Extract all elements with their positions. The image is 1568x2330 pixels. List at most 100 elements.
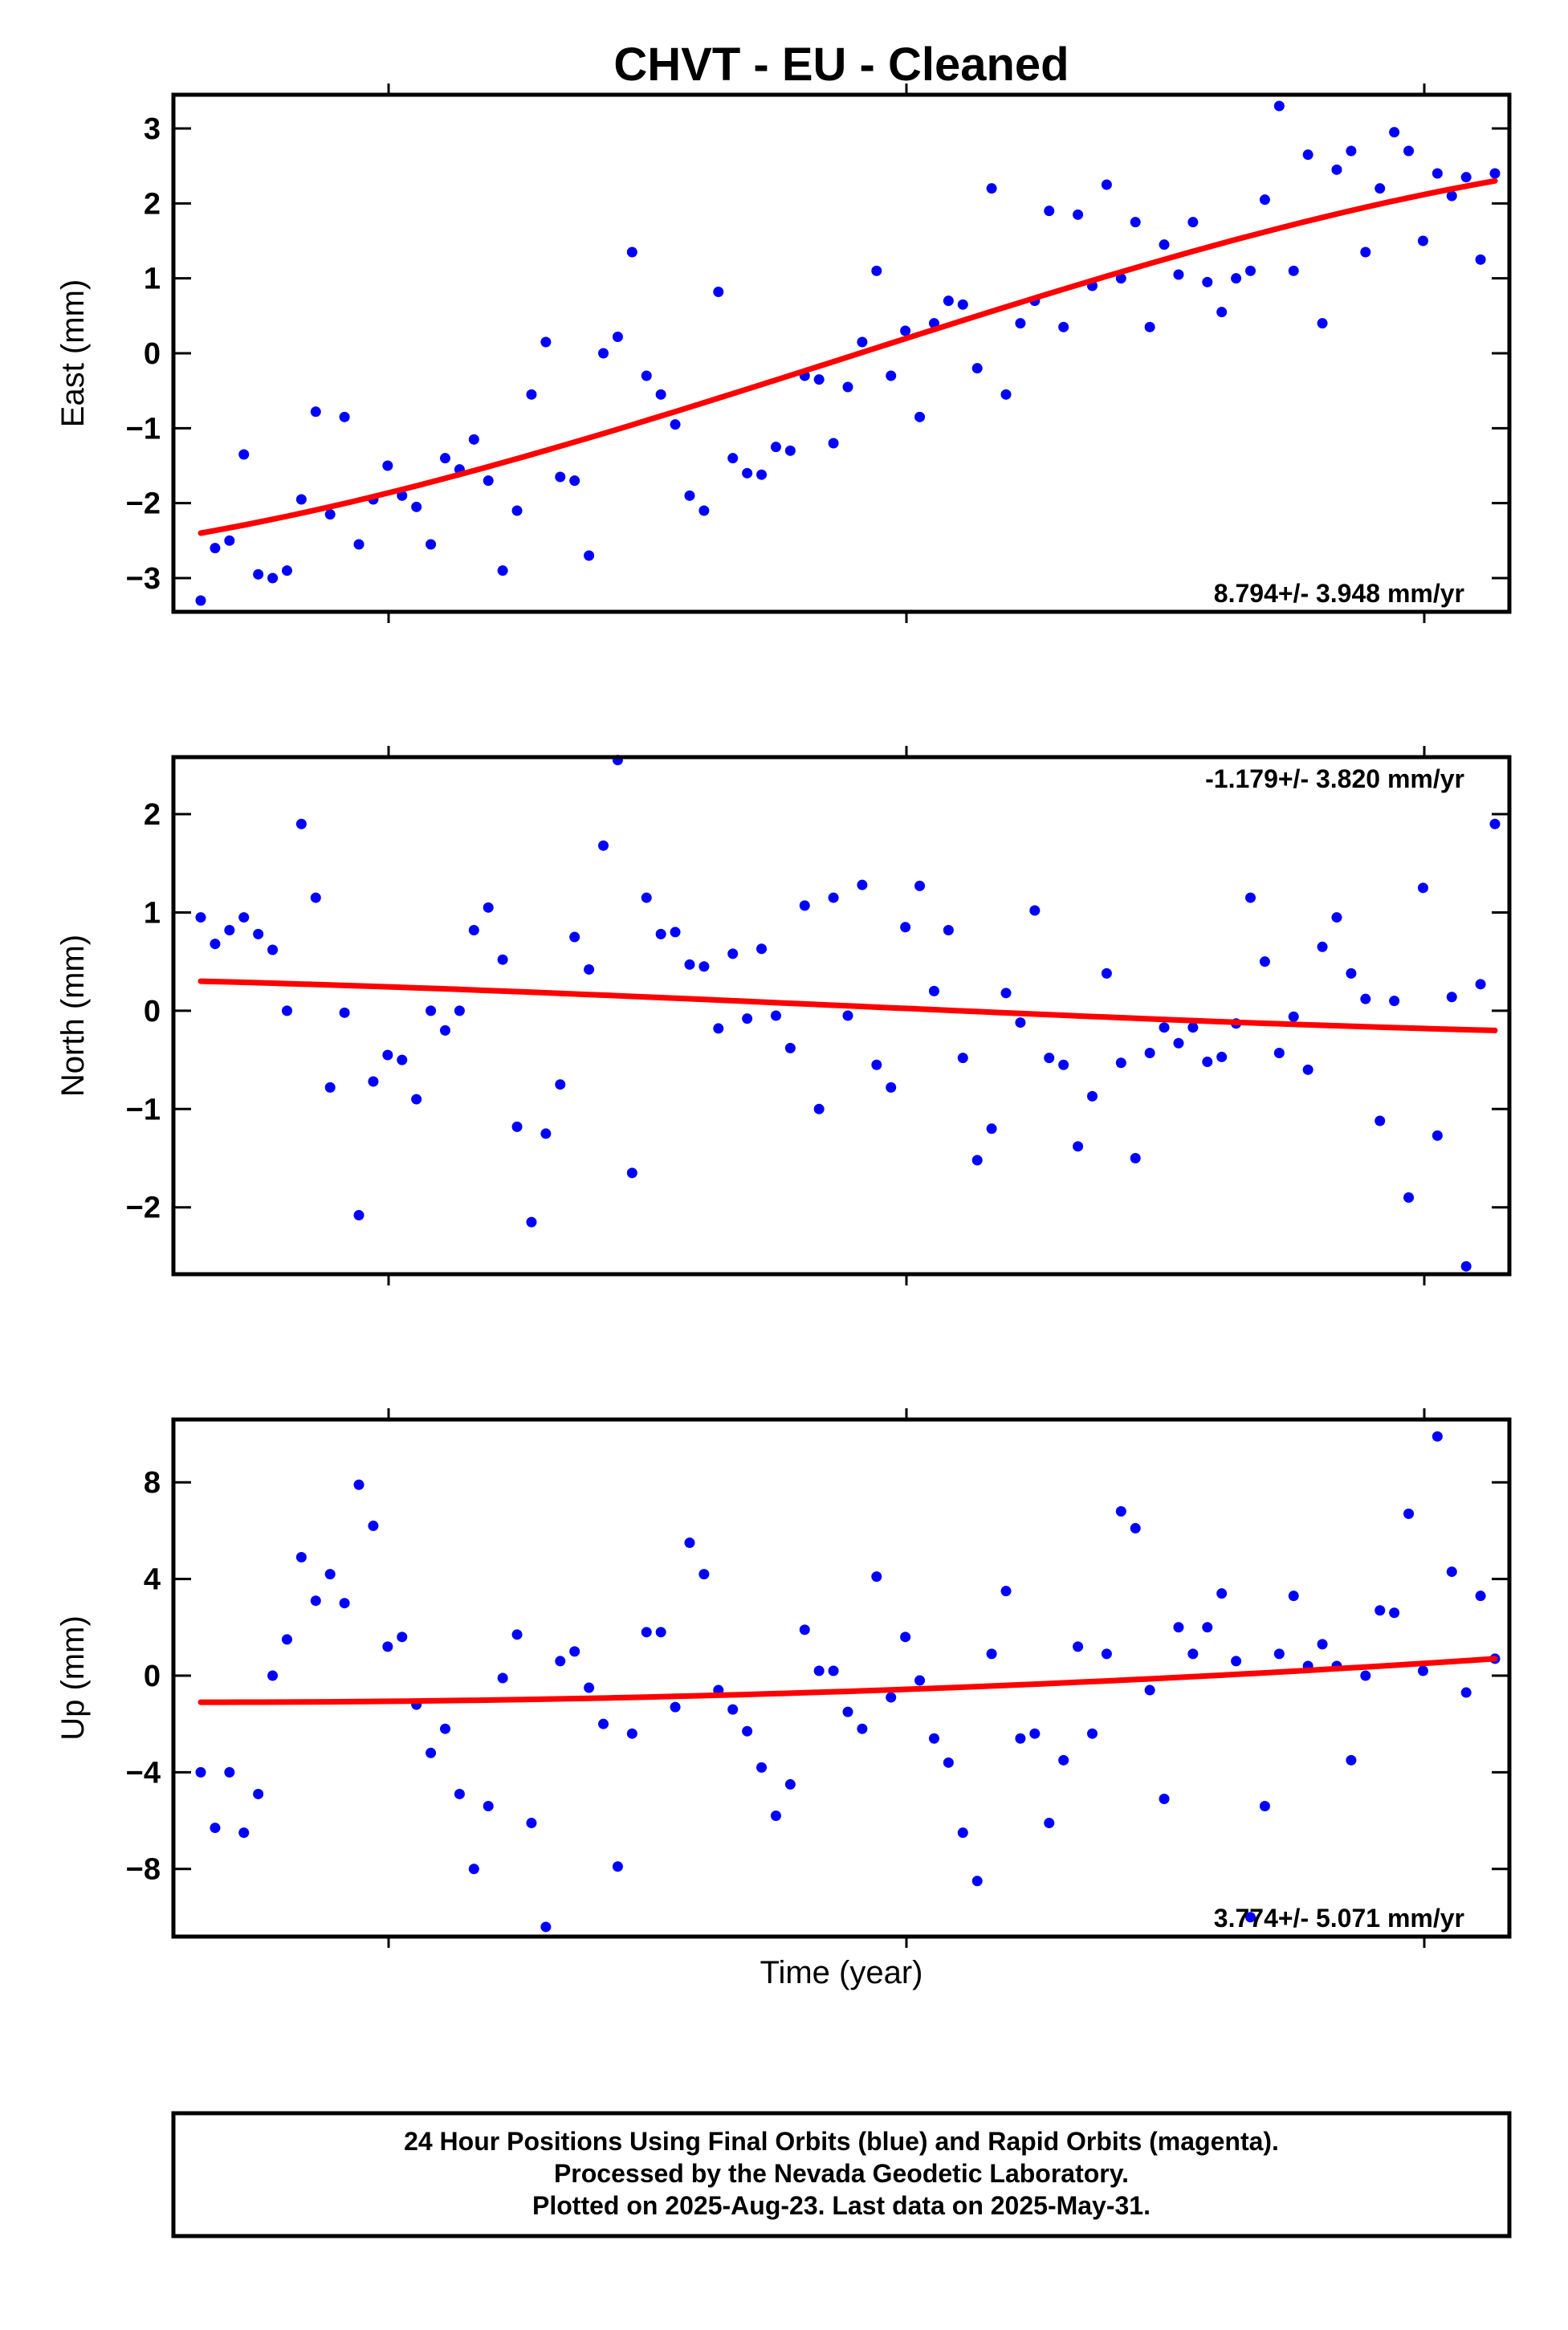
data-point <box>1101 179 1112 190</box>
data-point <box>483 1800 494 1811</box>
data-point <box>210 1823 221 1834</box>
trend-line <box>198 978 1498 1033</box>
up-panel: 8 4 0 −4 −8 Up (mm) 3.774+/- 5.071 mm/yr <box>55 1408 1512 1948</box>
data-point <box>713 286 724 297</box>
data-point <box>1029 1728 1041 1739</box>
data-point <box>1231 1656 1242 1667</box>
data-point <box>368 1076 379 1087</box>
data-point <box>411 501 422 512</box>
data-point <box>267 1670 279 1681</box>
data-point <box>1432 1130 1443 1141</box>
data-point <box>439 1024 450 1036</box>
data-point <box>1173 269 1184 280</box>
data-point <box>353 1210 365 1221</box>
east-panel: 3 2 1 0 −1 −2 −3 East (mm) 8.794+/- 3.948 mm/yr <box>55 84 1512 623</box>
data-point <box>1288 265 1299 276</box>
y-axis-label: North (mm) <box>55 935 91 1097</box>
data-point <box>1346 1754 1357 1766</box>
data-point <box>253 568 264 580</box>
data-point <box>267 944 279 955</box>
data-point <box>1288 1591 1299 1602</box>
data-point <box>928 1733 939 1744</box>
y-axis-label: East (mm) <box>55 279 91 427</box>
data-point <box>339 411 350 422</box>
data-point <box>1460 1687 1472 1698</box>
data-point <box>1375 1605 1386 1616</box>
data-point <box>1317 318 1328 329</box>
footer-line-2: Processed by the Nevada Geodetic Laborat… <box>554 2159 1129 2188</box>
data-point <box>813 1665 825 1676</box>
data-point <box>281 1005 292 1016</box>
data-point <box>468 1864 479 1875</box>
data-point <box>1073 1641 1084 1652</box>
data-point <box>1202 276 1213 287</box>
data-point <box>1375 183 1386 194</box>
data-point <box>411 1094 422 1105</box>
data-point <box>1389 1607 1400 1619</box>
data-point <box>799 1624 810 1635</box>
data-point <box>540 1128 552 1139</box>
data-point <box>569 931 580 943</box>
data-point <box>253 1788 264 1799</box>
data-point <box>1259 1800 1270 1811</box>
data-point <box>698 961 710 972</box>
data-point <box>928 985 939 996</box>
data-point <box>886 1692 897 1703</box>
data-point <box>1173 1037 1184 1049</box>
data-point <box>1446 992 1457 1003</box>
data-point <box>1417 235 1428 246</box>
data-point <box>1288 1011 1299 1022</box>
data-point <box>713 1023 724 1034</box>
data-point <box>1058 321 1069 332</box>
data-point <box>971 1876 983 1887</box>
data-point <box>1403 1508 1415 1519</box>
data-point <box>353 539 365 550</box>
data-point <box>957 1827 968 1839</box>
data-point <box>339 1007 350 1018</box>
data-point <box>1317 1639 1328 1650</box>
data-point <box>238 449 250 460</box>
trend-line <box>198 177 1498 536</box>
data-point <box>1302 1064 1313 1075</box>
data-point <box>1389 127 1400 138</box>
data-point <box>1058 1059 1069 1070</box>
data-point <box>295 818 307 829</box>
data-point <box>511 505 523 516</box>
data-point <box>483 902 494 913</box>
data-point <box>957 299 968 310</box>
data-point <box>900 1631 911 1643</box>
data-point <box>368 1520 379 1531</box>
data-point <box>468 924 479 935</box>
data-point <box>1115 1057 1126 1069</box>
data-point <box>584 550 595 561</box>
data-point <box>1475 979 1486 990</box>
data-point <box>1489 818 1501 829</box>
y-tick-label: 2 <box>144 187 161 221</box>
data-point <box>813 374 825 385</box>
data-point <box>1245 1912 1256 1923</box>
y-axis-label: Up (mm) <box>55 1615 91 1741</box>
data-point <box>1173 1622 1184 1633</box>
data-point <box>626 246 637 258</box>
data-point <box>986 1123 997 1134</box>
data-point <box>426 539 437 550</box>
data-point <box>324 509 336 520</box>
data-point <box>1029 905 1041 916</box>
data-point <box>195 1766 206 1778</box>
y-tick-label: −3 <box>126 562 161 596</box>
data-point <box>1346 967 1357 979</box>
data-point <box>526 1216 537 1228</box>
data-point <box>281 1634 292 1645</box>
data-point <box>1101 967 1112 979</box>
data-point <box>310 1595 321 1607</box>
data-point <box>684 490 695 501</box>
data-point <box>224 1766 235 1778</box>
data-point <box>957 1053 968 1064</box>
data-point <box>1130 217 1141 228</box>
data-point <box>382 1049 393 1061</box>
data-point <box>1475 254 1486 265</box>
data-point <box>569 1646 580 1657</box>
data-point <box>1144 1684 1155 1696</box>
data-point <box>1273 1048 1285 1059</box>
data-point <box>612 1861 623 1872</box>
